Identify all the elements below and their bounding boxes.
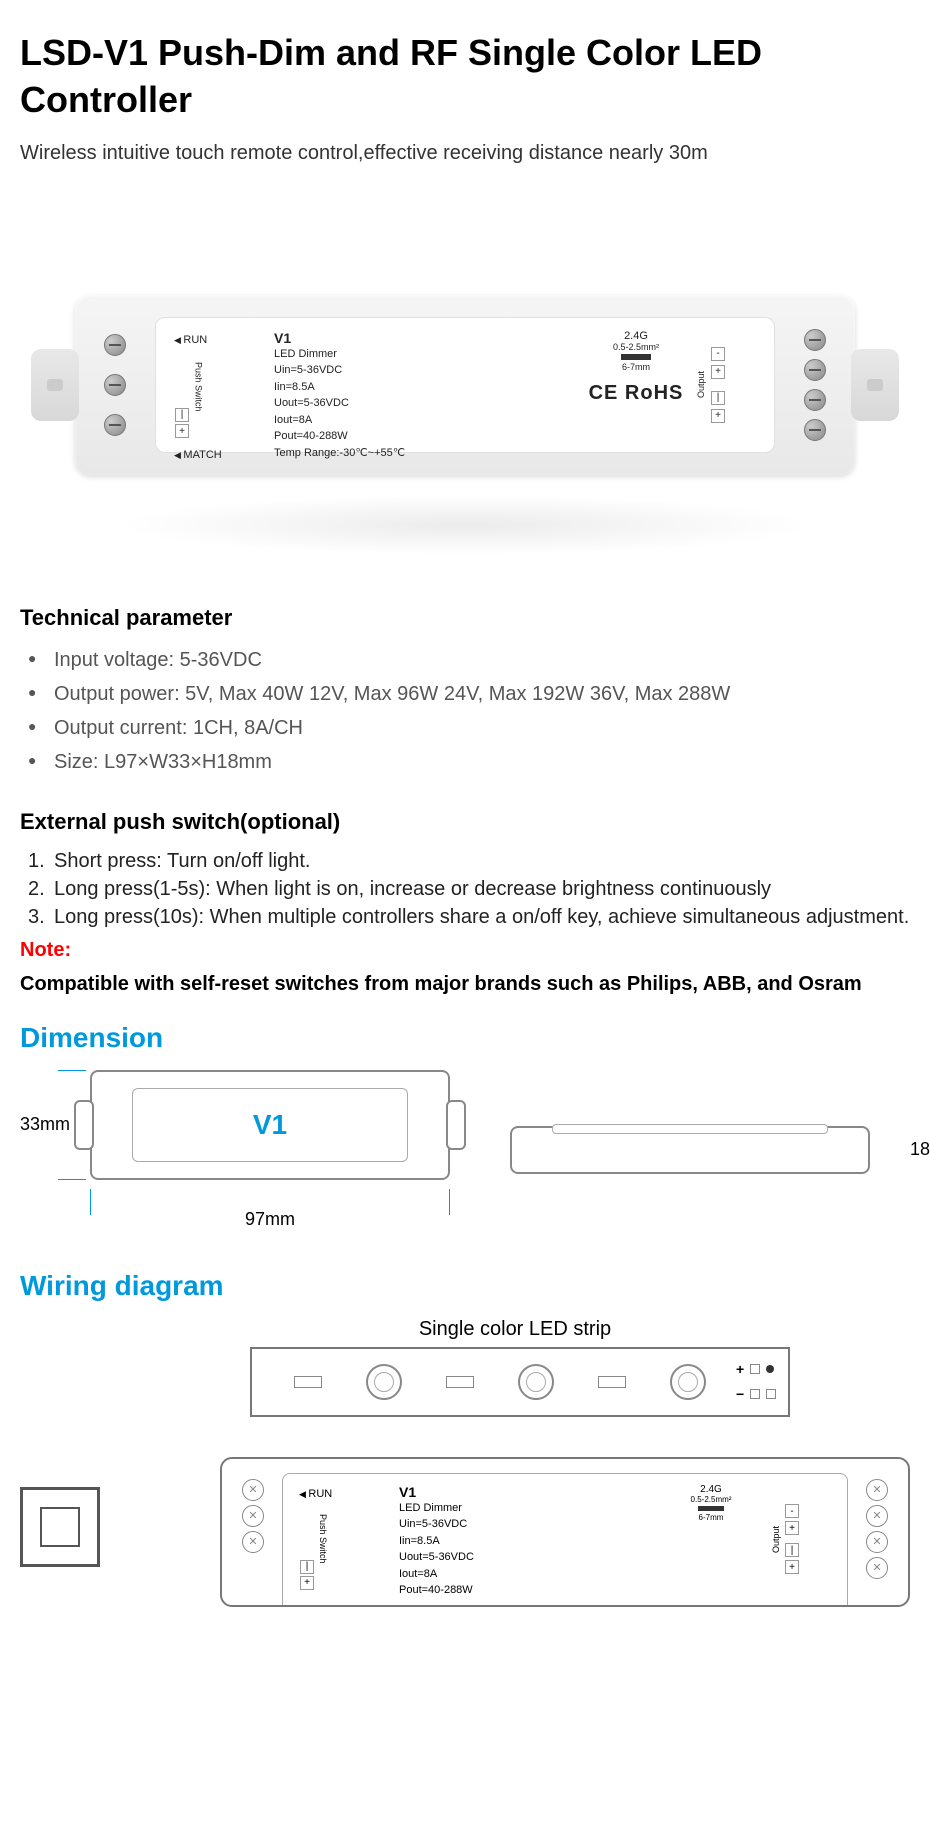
dim-height-label: 33mm [20, 1070, 80, 1180]
list-item: Size: L97×W33×H18mm [28, 745, 910, 779]
run-indicator: RUN [174, 330, 274, 350]
wiring-heading: Wiring diagram [20, 1270, 910, 1302]
wiring-diagram: Single color LED strip + − [20, 1318, 910, 1607]
wiring-controller-graphic: RUN | Push Switch + V1 LED Dimmer Uin=5-… [220, 1457, 910, 1607]
spec-iin: Iin=8.5A [274, 379, 576, 396]
dim-depth-label: 18mm [910, 1126, 930, 1174]
device-model-sub: LED Dimmer [274, 346, 576, 363]
terminal-minus-icon: | [175, 408, 189, 422]
tech-param-heading: Technical parameter [20, 605, 910, 631]
list-item: Long press(1-5s): When light is on, incr… [28, 875, 910, 903]
list-item: Input voltage: 5-36VDC [28, 643, 910, 677]
run-indicator: RUN [299, 1484, 399, 1504]
dim-model-label: V1 [132, 1088, 408, 1162]
led-strip-label: Single color LED strip [20, 1318, 910, 1341]
page-title: LSD-V1 Push-Dim and RF Single Color LED … [20, 30, 910, 124]
note-label: Note: [20, 939, 910, 962]
product-photo: RUN | Push Switch + MATCH V1 LED Dimmer … [20, 195, 910, 575]
wireless-label: 2.4G [576, 330, 696, 342]
output-label: Output [696, 371, 706, 398]
tech-param-list: Input voltage: 5-36VDC Output power: 5V,… [20, 643, 910, 779]
list-item: Long press(10s): When multiple controlle… [28, 903, 910, 931]
dim-width-label: 97mm [90, 1209, 450, 1230]
device-model: V1 [274, 330, 576, 346]
spec-pout: Pout=40-288W [274, 428, 576, 445]
push-switch-label: Push Switch [193, 362, 203, 412]
list-item: Output power: 5V, Max 40W 12V, Max 96W 2… [28, 677, 910, 711]
wire-gauge: 0.5-2.5mm² [576, 342, 696, 352]
led-strip-graphic: + − [250, 1347, 790, 1417]
list-item: Short press: Turn on/off light. [28, 847, 910, 875]
note-text: Compatible with self-reset switches from… [20, 966, 910, 1002]
cert-marks: CE RoHS [576, 382, 696, 405]
push-switch-heading: External push switch(optional) [20, 809, 910, 835]
dimension-diagram: 33mm V1 97mm 18mm [20, 1070, 910, 1230]
spec-uin: Uin=5-36VDC [274, 362, 576, 379]
list-item: Output current: 1CH, 8A/CH [28, 711, 910, 745]
strip-length: 6-7mm [576, 362, 696, 372]
spec-temp: Temp Range:-30℃~+55℃ [274, 445, 576, 462]
push-switch-icon [20, 1487, 100, 1567]
terminal-plus-icon: + [175, 424, 189, 438]
match-indicator: MATCH [174, 445, 274, 465]
subtitle: Wireless intuitive touch remote control,… [20, 142, 910, 165]
dimension-heading: Dimension [20, 1022, 910, 1054]
push-switch-list: Short press: Turn on/off light. Long pre… [20, 847, 910, 931]
spec-iout: Iout=8A [274, 412, 576, 429]
spec-uout: Uout=5-36VDC [274, 395, 576, 412]
